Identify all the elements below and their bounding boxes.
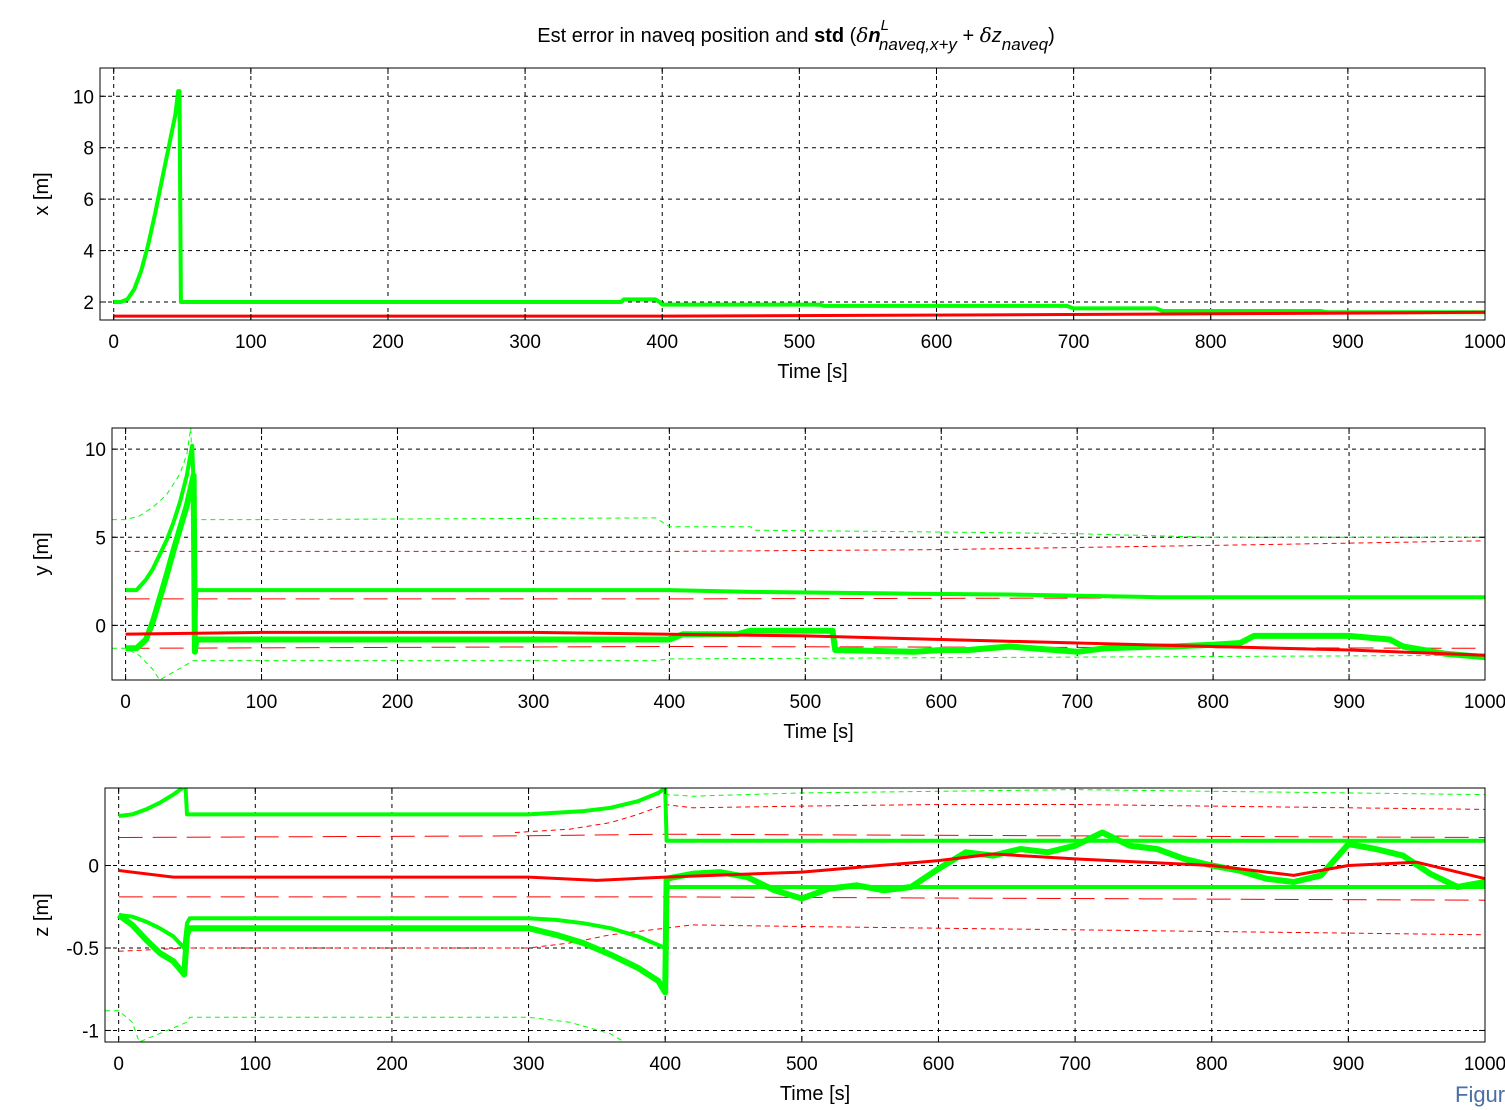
- title-sup: L: [881, 17, 889, 34]
- x-axis-label: Time [s]: [777, 361, 847, 383]
- subplot-z: 0 100 200 300 400 500 600 700 800 900 1000 -1 -0.5 0 T…: [31, 787, 1505, 1105]
- title-prefix: Est error in naveq position and: [537, 25, 814, 47]
- series-line-green-solid: [116, 829, 1485, 996]
- x-tick-label: 900: [1332, 332, 1364, 353]
- x-tick-label: 0: [113, 1054, 124, 1075]
- y-tick-label: 6: [83, 190, 94, 211]
- x-tick-label: 600: [925, 692, 957, 713]
- y-tick-label: 10: [85, 440, 106, 461]
- x-tick-label: 300: [509, 332, 541, 353]
- title-z: z: [991, 25, 1002, 47]
- series-line-green-dashed-thin: [105, 1010, 625, 1042]
- x-tick-label: 100: [239, 1054, 271, 1075]
- figure-window-label: Figure 5: [1455, 1082, 1505, 1107]
- series-line-green-solid: [125, 472, 1485, 661]
- axes-background: [105, 788, 1485, 1042]
- x-tick-label: 800: [1195, 332, 1227, 353]
- x-tick-label: 700: [1059, 1054, 1091, 1075]
- x-tick-label: 400: [649, 1054, 681, 1075]
- x-tick-label: 600: [921, 332, 953, 353]
- series-line-green-solid: [125, 443, 1485, 654]
- figure-title: Est error in naveq position and std (δnL…: [537, 17, 1054, 54]
- x-tick-label: 0: [120, 692, 131, 713]
- x-tick-label: 0: [108, 332, 119, 353]
- y-tick-label: -1: [82, 1021, 99, 1042]
- y-tick-label: 0: [95, 616, 106, 637]
- title-n: n: [868, 25, 880, 47]
- title-plus: +: [957, 25, 980, 47]
- x-tick-label: 500: [786, 1054, 818, 1075]
- x-axis-label: Time [s]: [780, 1083, 850, 1105]
- subplot-x: 0 100 200 300 400 500 600 700 800 900 1000 2 4 6 8 10 Ti…: [31, 67, 1505, 383]
- x-tick-label: 1000: [1464, 692, 1505, 713]
- series-line-red-dashed-thin: [514, 804, 1485, 833]
- series-line-red-solid: [113, 310, 1485, 318]
- series-group: [105, 788, 1485, 1042]
- y-tick-label: 5: [95, 528, 106, 549]
- x-tick-label: 100: [246, 692, 278, 713]
- title-sub2: naveq: [1002, 35, 1049, 54]
- series-line-green-solid: [118, 788, 184, 818]
- axes-background: [100, 68, 1485, 320]
- x-tick-label: 700: [1061, 692, 1093, 713]
- x-tick-label: 1000: [1464, 1054, 1505, 1075]
- series-line-green-solid: [183, 788, 1485, 843]
- series-line-green-solid: [113, 89, 1485, 315]
- series-line-red-dashed-thin: [118, 924, 1485, 952]
- y-axis-label: y [m]: [31, 532, 53, 575]
- x-tick-label: 500: [789, 692, 821, 713]
- x-tick-label: 400: [654, 692, 686, 713]
- series-line-red-solid: [118, 852, 1485, 882]
- x-tick-label: 200: [382, 692, 414, 713]
- y-axis-label: z [m]: [31, 893, 53, 936]
- title-sub1: naveq,x+y: [879, 35, 958, 54]
- x-tick-label: 900: [1333, 1054, 1365, 1075]
- series-line-green-dashed-thin: [112, 647, 1485, 680]
- x-axis-label: Time [s]: [783, 721, 853, 743]
- series-line-red-dashed-long: [118, 833, 1485, 838]
- y-tick-label: 8: [83, 139, 94, 160]
- title-close: ): [1048, 25, 1055, 47]
- x-tick-label: 400: [646, 332, 678, 353]
- x-tick-label: 800: [1197, 692, 1229, 713]
- x-tick-label: 600: [923, 1054, 955, 1075]
- title-bold: std: [814, 25, 844, 47]
- y-axis-label: x [m]: [31, 172, 53, 215]
- series-line-red-dashed-thin: [125, 540, 1485, 552]
- x-tick-label: 800: [1196, 1054, 1228, 1075]
- x-tick-label: 200: [376, 1054, 408, 1075]
- y-tick-label: 2: [83, 293, 94, 314]
- series-line-red-dashed-long: [125, 596, 1485, 600]
- title-open: (: [844, 25, 857, 47]
- series-group: [112, 428, 1485, 680]
- x-tick-label: 100: [235, 332, 267, 353]
- x-tick-label: 900: [1333, 692, 1365, 713]
- y-tick-label: -0.5: [66, 939, 99, 960]
- x-tick-label: 300: [518, 692, 550, 713]
- series-line-red-dashed-long: [118, 896, 1485, 901]
- series-group: [113, 89, 1485, 318]
- title-delta2: δ: [980, 23, 992, 47]
- x-tick-label: 200: [372, 332, 404, 353]
- y-tick-label: 4: [83, 242, 94, 263]
- axes-frame: [99, 67, 1486, 321]
- title-delta1: δ: [856, 23, 868, 47]
- y-tick-label: 0: [88, 857, 99, 878]
- y-tick-label: 10: [73, 87, 94, 108]
- x-tick-label: 500: [784, 332, 816, 353]
- x-tick-label: 700: [1058, 332, 1090, 353]
- series-line-red-solid: [125, 630, 1485, 657]
- axes-frame: [111, 427, 1486, 681]
- axes-frame: [104, 787, 1486, 1043]
- x-tick-label: 1000: [1464, 332, 1505, 353]
- series-line-red-dashed-long: [125, 646, 1485, 649]
- x-tick-label: 300: [513, 1054, 545, 1075]
- subplot-y: 0 100 200 300 400 500 600 700 800 900 1000 0 5 10 Time…: [31, 427, 1505, 743]
